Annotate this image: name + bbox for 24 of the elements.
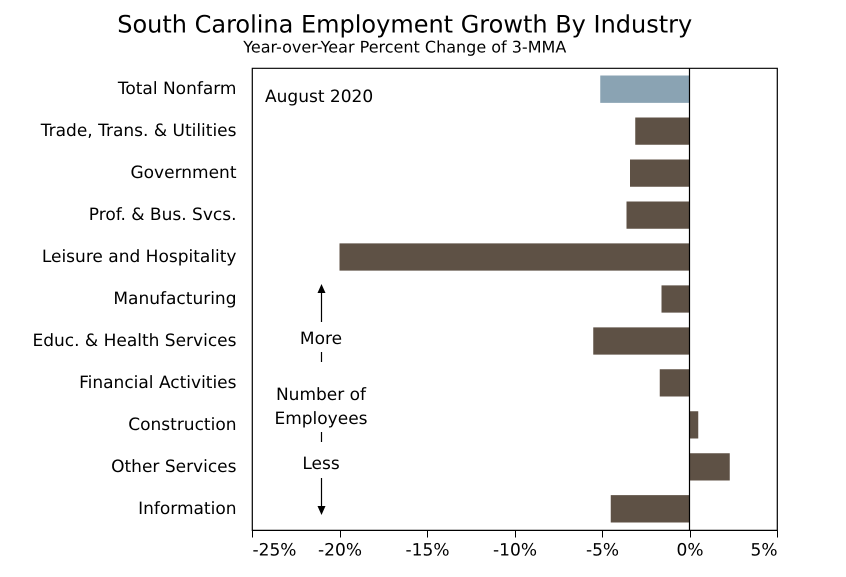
chart-title: South Carolina Employment Growth By Industry — [117, 10, 692, 38]
y-tick-label: Leisure and Hospitality — [42, 247, 236, 268]
x-tick-label: -5% — [586, 540, 620, 560]
y-tick-label: Government — [130, 163, 237, 184]
x-tick-label: -15% — [406, 540, 450, 560]
annotation: August 2020 — [265, 87, 374, 107]
x-tick-label: -20% — [318, 540, 362, 560]
x-tick-label: 5% — [750, 540, 778, 560]
y-tick-label: Prof. & Bus. Svcs. — [88, 205, 236, 226]
y-tick-label: Educ. & Health Services — [32, 330, 237, 351]
annotation: Less — [302, 454, 340, 474]
y-tick-label: Financial Activities — [79, 372, 237, 393]
y-tick-label: Other Services — [111, 456, 237, 477]
y-tick-label: Total Nonfarm — [116, 79, 236, 100]
y-tick-label: Trade, Trans. & Utilities — [40, 121, 237, 142]
y-tick-label: Construction — [128, 414, 236, 435]
x-tick-label: -25% — [252, 540, 296, 560]
x-tick-label: -10% — [493, 540, 537, 560]
x-tick-label: 0% — [676, 540, 704, 560]
y-tick-label: Information — [138, 498, 236, 519]
y-tick-label: Manufacturing — [113, 289, 236, 309]
annotation: Number of Employees — [274, 385, 368, 429]
chart-subtitle: Year-over-Year Percent Change of 3-MMA — [242, 37, 566, 56]
annotation: More — [300, 329, 342, 349]
